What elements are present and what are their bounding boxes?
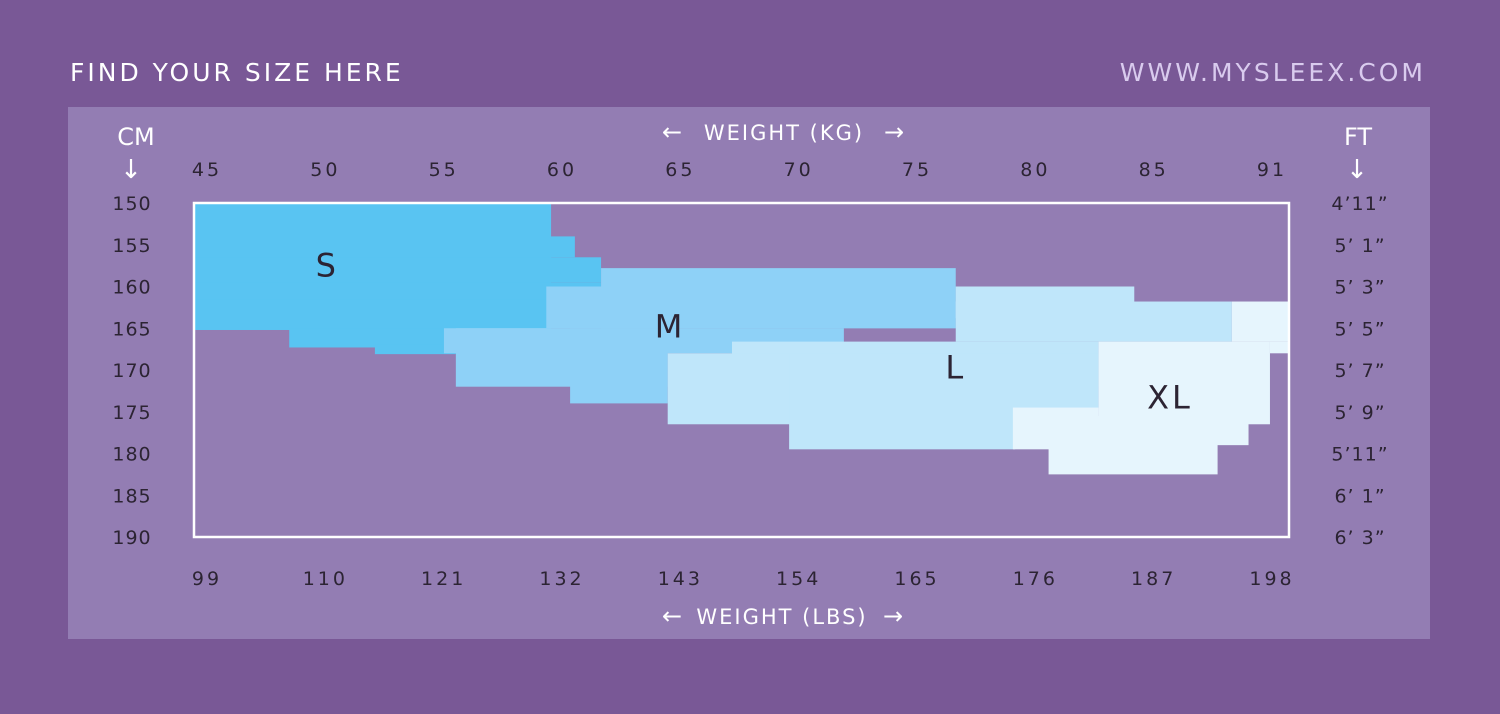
kg-tick-label: 75: [902, 159, 932, 181]
size-label-xl: XL: [1147, 379, 1193, 417]
lbs-tick-label: 99: [192, 568, 222, 590]
ft-tick-label: 5’ 1”: [1334, 235, 1385, 257]
size-region-m-block: [546, 286, 956, 329]
ft-tick-label: 5’ 9”: [1334, 402, 1385, 424]
size-region-l-block: [789, 353, 1016, 450]
size-region-s-block: [194, 299, 547, 330]
ft-tick-label: 5’ 3”: [1334, 277, 1385, 299]
kg-tick-label: 85: [1139, 159, 1169, 181]
size-region-s-block: [194, 257, 602, 283]
size-region-l-block: [955, 301, 1232, 342]
cm-tick-labels: 150 155 160 165 170 175 180 185 190: [112, 193, 151, 549]
kg-tick-label: 80: [1020, 159, 1050, 181]
cm-tick-label: 170: [112, 360, 151, 382]
cm-axis-arrow-icon: ↓: [120, 155, 142, 185]
lbs-tick-labels: 99 110 121 132 143 154 165 176 187 198: [192, 568, 1294, 590]
lbs-tick-label: 110: [303, 568, 348, 590]
ft-tick-label: 6’ 3”: [1334, 527, 1385, 549]
kg-tick-label: 65: [665, 159, 695, 181]
kg-tick-label: 50: [310, 159, 340, 181]
lbs-tick-label: 154: [776, 568, 821, 590]
size-region-l: [667, 286, 1232, 450]
kg-arrow-left-icon: ←: [662, 118, 682, 146]
page-title: FIND YOUR SIZE HERE: [70, 58, 404, 87]
size-region-xl-block: [1269, 341, 1289, 354]
lbs-tick-label: 198: [1249, 568, 1294, 590]
lbs-tick-label: 165: [894, 568, 939, 590]
size-region-s-block: [289, 328, 456, 348]
cm-tick-label: 190: [112, 527, 151, 549]
ft-axis-arrow-icon: ↓: [1346, 155, 1368, 185]
cm-tick-label: 185: [112, 485, 151, 507]
ft-tick-label: 4’11”: [1331, 193, 1388, 215]
website-url[interactable]: WWW.MYSLEEX.COM: [1119, 58, 1426, 87]
size-region-m: [443, 268, 956, 404]
lbs-tick-label: 132: [539, 568, 584, 590]
kg-tick-label: 45: [192, 159, 222, 181]
ft-axis-title: FT: [1344, 123, 1372, 151]
cm-tick-label: 175: [112, 402, 151, 424]
cm-tick-label: 180: [112, 444, 151, 466]
lbs-arrow-left-icon: ←: [662, 602, 682, 630]
lbs-arrow-right-icon: →: [883, 602, 903, 630]
size-region-s-block: [194, 282, 602, 300]
size-regions: [194, 203, 1289, 475]
size-region-xl-block: [1098, 341, 1270, 425]
size-region-s-block: [374, 344, 456, 355]
size-region-xl: [1012, 301, 1289, 475]
lbs-tick-label: 143: [658, 568, 703, 590]
size-label-s: S: [316, 247, 339, 285]
size-region-labels: S M L XL: [316, 247, 1193, 417]
ft-tick-label: 5’ 5”: [1334, 318, 1385, 340]
lbs-tick-label: 187: [1131, 568, 1176, 590]
lbs-tick-label: 121: [421, 568, 466, 590]
kg-tick-label: 70: [784, 159, 814, 181]
ft-tick-labels: 4’11” 5’ 1” 5’ 3” 5’ 5” 5’ 7” 5’ 9” 5’11” 6’ 1”…: [1331, 193, 1388, 549]
cm-tick-label: 160: [112, 277, 151, 299]
size-region-xl-block: [1231, 301, 1289, 342]
kg-tick-label: 55: [429, 159, 459, 181]
size-region-s-block: [194, 236, 575, 258]
kg-axis-title: WEIGHT (KG): [704, 121, 864, 145]
ft-tick-label: 5’ 7”: [1334, 360, 1385, 382]
ft-tick-label: 5’11”: [1331, 444, 1388, 466]
kg-arrow-right-icon: →: [884, 118, 904, 146]
cm-axis-title: CM: [117, 123, 154, 151]
size-region-xl-block: [1048, 424, 1218, 475]
lbs-axis-title: WEIGHT (LBS): [696, 605, 867, 629]
cm-tick-label: 150: [112, 193, 151, 215]
ft-tick-label: 6’ 1”: [1334, 485, 1385, 507]
kg-tick-labels: 45 50 55 60 65 70 75 80 85 91: [192, 159, 1287, 181]
cm-tick-label: 165: [112, 318, 151, 340]
size-label-l: L: [945, 348, 966, 386]
size-region-m-block: [570, 328, 668, 404]
size-label-m: M: [655, 308, 686, 346]
lbs-tick-label: 176: [1013, 568, 1058, 590]
cm-tick-label: 155: [112, 235, 151, 257]
size-region-s: [194, 203, 602, 355]
plot-frame: [192, 201, 1291, 539]
kg-tick-label: 91: [1257, 159, 1287, 181]
kg-tick-label: 60: [547, 159, 577, 181]
